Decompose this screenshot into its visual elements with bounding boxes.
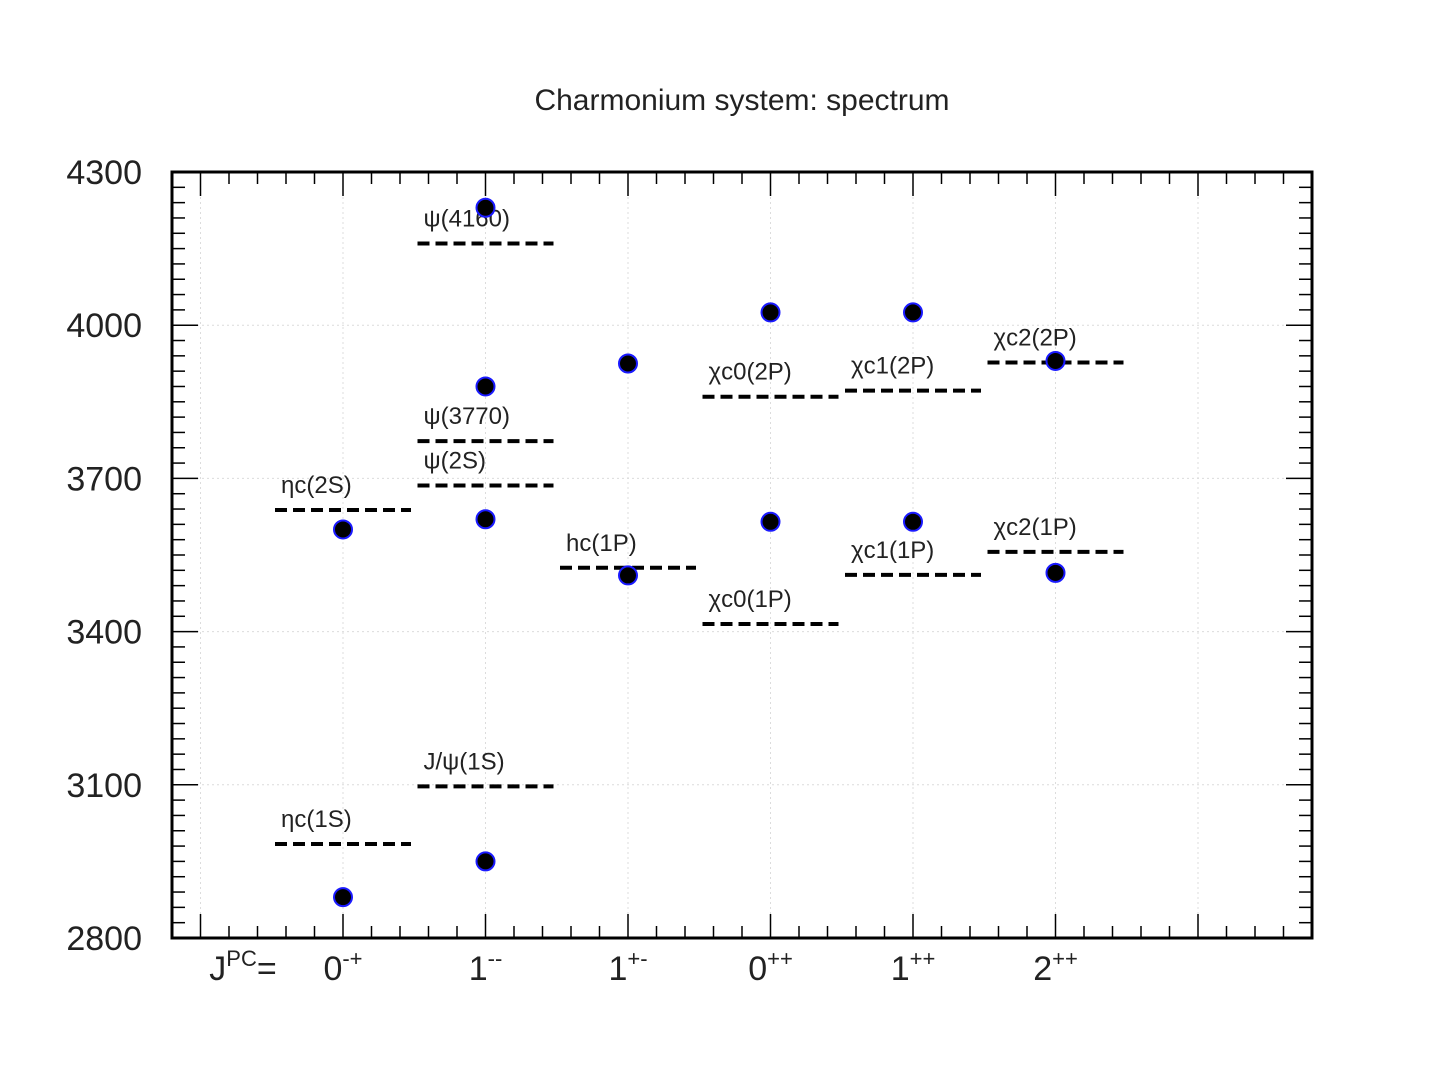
category-label: 0++ xyxy=(748,946,793,988)
category-label-base: 1 xyxy=(469,950,488,988)
category-label-base: 2 xyxy=(1033,950,1052,988)
points xyxy=(333,197,1066,908)
chart-title: Charmonium system: spectrum xyxy=(534,84,949,117)
data-point xyxy=(1045,562,1066,583)
jpc-label-eq: = xyxy=(257,950,277,988)
y-tick-label: 2800 xyxy=(66,920,142,958)
data-point xyxy=(618,353,638,374)
data-point xyxy=(475,376,496,397)
y-tick-label: 4000 xyxy=(66,307,142,345)
category-label: 2++ xyxy=(1033,946,1078,988)
level-label: J/ψ(1S) xyxy=(424,748,505,775)
category-label-sup: +- xyxy=(627,946,647,971)
data-point xyxy=(618,565,638,586)
level-label: χc2(1P) xyxy=(994,514,1077,541)
y-tick-label: 3400 xyxy=(66,614,142,652)
jpc-label-base: J xyxy=(209,950,226,988)
level-label: hc(1P) xyxy=(566,530,637,557)
level-label: χc0(1P) xyxy=(709,586,792,613)
category-label-sup: -- xyxy=(488,946,503,971)
data-point xyxy=(475,509,496,530)
level-label: χc2(2P) xyxy=(994,324,1077,351)
level-label: ψ(2S) xyxy=(424,448,486,475)
jpc-label: JPC= xyxy=(209,946,276,988)
category-label-base: 1 xyxy=(891,950,910,988)
level-label: χc1(2P) xyxy=(851,353,934,380)
y-tick-label: 3100 xyxy=(66,767,142,805)
level-label: ψ(4160) xyxy=(424,205,510,232)
jpc-label-sup: PC xyxy=(226,946,257,971)
category-label-sup: ++ xyxy=(1052,946,1078,971)
category-label-base: 1 xyxy=(608,950,627,988)
level-label: ψ(3770) xyxy=(424,403,510,430)
y-tick-labels: 2800 3100 3400 3700 4000 4300 xyxy=(66,154,142,958)
plot-frame xyxy=(170,170,1314,940)
x-tick-labels: JPC= 0-+ 1-- 1+- 0++ 1++ 2++ xyxy=(209,946,1078,988)
category-label: 1++ xyxy=(891,946,936,988)
axis-ticks xyxy=(171,171,1313,939)
level-label: χc1(1P) xyxy=(851,537,934,564)
data-point xyxy=(760,302,781,323)
category-label-base: 0 xyxy=(323,950,342,988)
category-label-sup: -+ xyxy=(342,946,362,971)
level-label: ηc(1S) xyxy=(281,806,352,833)
category-label-sup: ++ xyxy=(767,946,793,971)
data-point xyxy=(760,511,781,532)
y-tick-label: 4300 xyxy=(66,154,142,192)
category-label-base: 0 xyxy=(748,950,767,988)
data-point xyxy=(475,197,496,218)
category-label: 1+- xyxy=(608,946,647,988)
data-point xyxy=(333,519,353,540)
y-tick-label: 3700 xyxy=(66,460,142,498)
data-point xyxy=(903,511,923,532)
data-point xyxy=(475,851,496,872)
level-label: ηc(2S) xyxy=(281,472,352,499)
level-label: χc0(2P) xyxy=(709,359,792,386)
data-point xyxy=(1045,350,1066,371)
category-label: 1-- xyxy=(469,946,503,988)
data-point xyxy=(333,887,353,908)
category-label: 0-+ xyxy=(323,946,362,988)
category-label-sup: ++ xyxy=(910,946,936,971)
levels: ηc(1S) ηc(2S) J/ψ(1S) ψ(2S) ψ(3770) ψ(4160) hc… xyxy=(275,205,1124,847)
data-point xyxy=(903,302,923,323)
